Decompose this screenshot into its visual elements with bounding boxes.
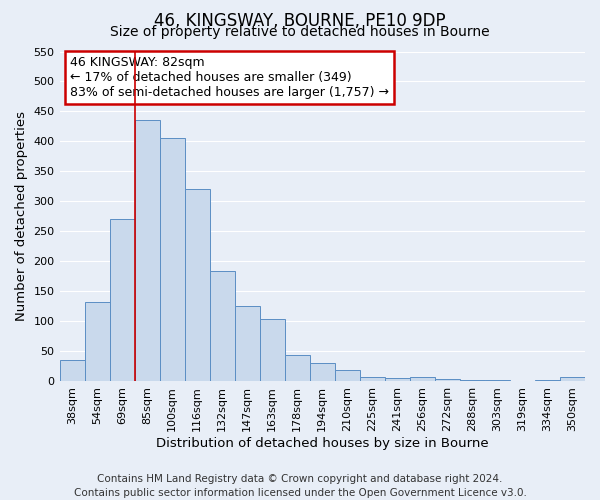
Text: Contains HM Land Registry data © Crown copyright and database right 2024.
Contai: Contains HM Land Registry data © Crown c… — [74, 474, 526, 498]
Bar — [485, 380, 510, 382]
Bar — [209, 271, 235, 382]
Bar — [160, 138, 185, 382]
Bar — [560, 378, 585, 382]
Bar — [285, 355, 310, 382]
Text: 46, KINGSWAY, BOURNE, PE10 9DP: 46, KINGSWAY, BOURNE, PE10 9DP — [154, 12, 446, 30]
Bar — [510, 381, 535, 382]
Bar — [535, 380, 560, 382]
Bar — [360, 378, 385, 382]
Bar — [110, 219, 134, 382]
Bar — [185, 189, 209, 382]
Bar — [85, 302, 110, 382]
Bar — [435, 379, 460, 382]
Bar — [134, 120, 160, 382]
Bar — [260, 319, 285, 382]
Bar — [385, 378, 410, 382]
Bar — [59, 360, 85, 382]
Y-axis label: Number of detached properties: Number of detached properties — [15, 112, 28, 322]
Bar — [410, 376, 435, 382]
Bar — [335, 370, 360, 382]
Bar — [460, 380, 485, 382]
X-axis label: Distribution of detached houses by size in Bourne: Distribution of detached houses by size … — [156, 437, 488, 450]
Text: 46 KINGSWAY: 82sqm
← 17% of detached houses are smaller (349)
83% of semi-detach: 46 KINGSWAY: 82sqm ← 17% of detached hou… — [70, 56, 389, 100]
Bar — [235, 306, 260, 382]
Text: Size of property relative to detached houses in Bourne: Size of property relative to detached ho… — [110, 25, 490, 39]
Bar — [310, 364, 335, 382]
